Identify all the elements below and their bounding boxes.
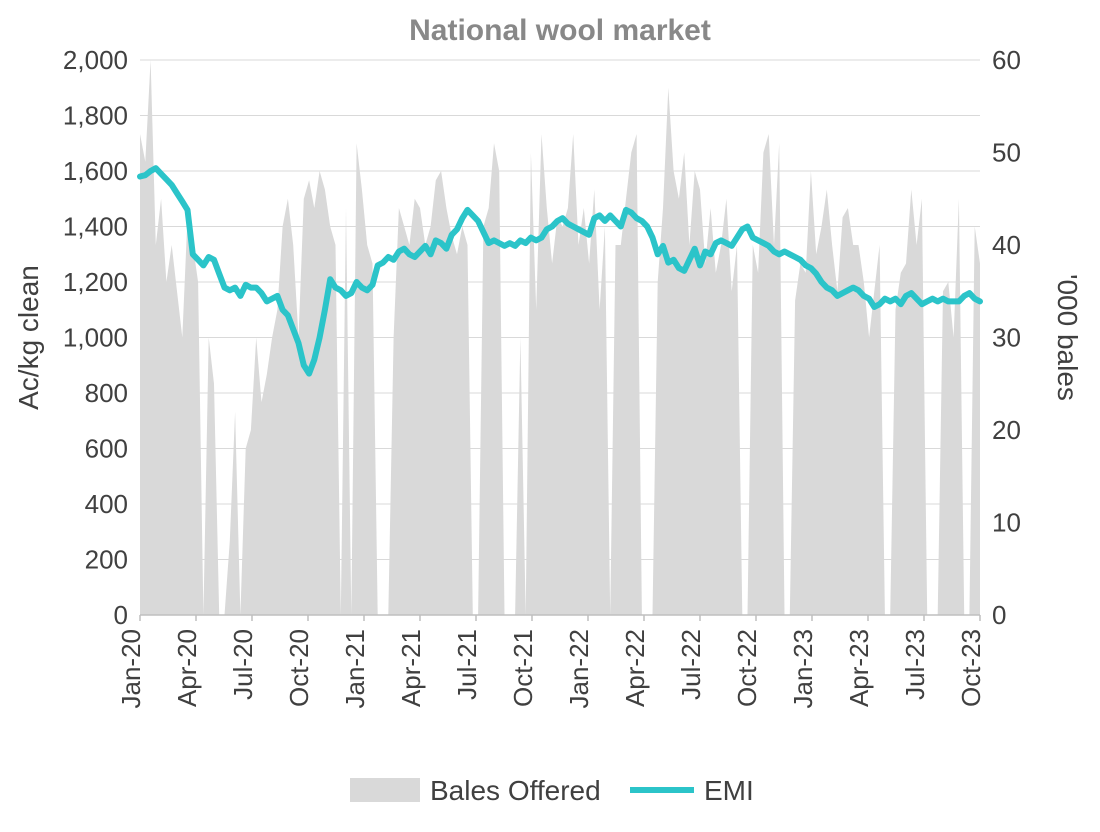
chart-title: National wool market [409, 14, 711, 47]
x-tick-label: Oct-22 [732, 629, 762, 707]
x-tick-label: Oct-20 [284, 629, 314, 707]
x-tick-label: Jan-20 [116, 629, 146, 709]
x-tick-label: Jul-21 [452, 629, 482, 700]
y-left-tick: 400 [85, 489, 128, 519]
wool-market-chart: National wool market02004006008001,0001,… [0, 0, 1100, 832]
x-tick-label: Apr-20 [172, 629, 202, 707]
y-left-tick: 2,000 [63, 45, 128, 75]
y-right-axis-label: '000 bales [1052, 274, 1083, 401]
x-tick-label: Jul-23 [900, 629, 930, 700]
y-left-tick: 200 [85, 545, 128, 575]
chart-svg: National wool market02004006008001,0001,… [0, 0, 1100, 832]
legend-label-bales: Bales Offered [430, 775, 601, 806]
y-left-tick: 1,400 [63, 212, 128, 242]
y-right-tick: 20 [992, 415, 1021, 445]
legend-label-emi: EMI [704, 775, 754, 806]
y-left-tick: 1,200 [63, 267, 128, 297]
x-tick-label: Oct-21 [508, 629, 538, 707]
x-tick-label: Apr-23 [844, 629, 874, 707]
y-left-tick: 1,000 [63, 323, 128, 353]
x-tick-label: Jan-22 [564, 629, 594, 709]
y-left-tick: 0 [114, 600, 128, 630]
x-tick-label: Jul-20 [228, 629, 258, 700]
y-right-tick: 60 [992, 45, 1021, 75]
y-left-tick: 1,800 [63, 101, 128, 131]
x-tick-label: Apr-22 [620, 629, 650, 707]
x-tick-label: Jan-21 [340, 629, 370, 709]
y-right-tick: 50 [992, 138, 1021, 168]
y-right-tick: 40 [992, 230, 1021, 260]
y-left-axis-label: Ac/kg clean [13, 265, 44, 410]
y-right-tick: 10 [992, 508, 1021, 538]
legend-swatch-bales [350, 778, 420, 802]
y-left-tick: 800 [85, 378, 128, 408]
y-right-tick: 0 [992, 600, 1006, 630]
x-tick-label: Jul-22 [676, 629, 706, 700]
y-right-tick: 30 [992, 323, 1021, 353]
x-tick-label: Apr-21 [396, 629, 426, 707]
x-tick-label: Oct-23 [956, 629, 986, 707]
y-left-tick: 600 [85, 434, 128, 464]
x-tick-label: Jan-23 [788, 629, 818, 709]
y-left-tick: 1,600 [63, 156, 128, 186]
